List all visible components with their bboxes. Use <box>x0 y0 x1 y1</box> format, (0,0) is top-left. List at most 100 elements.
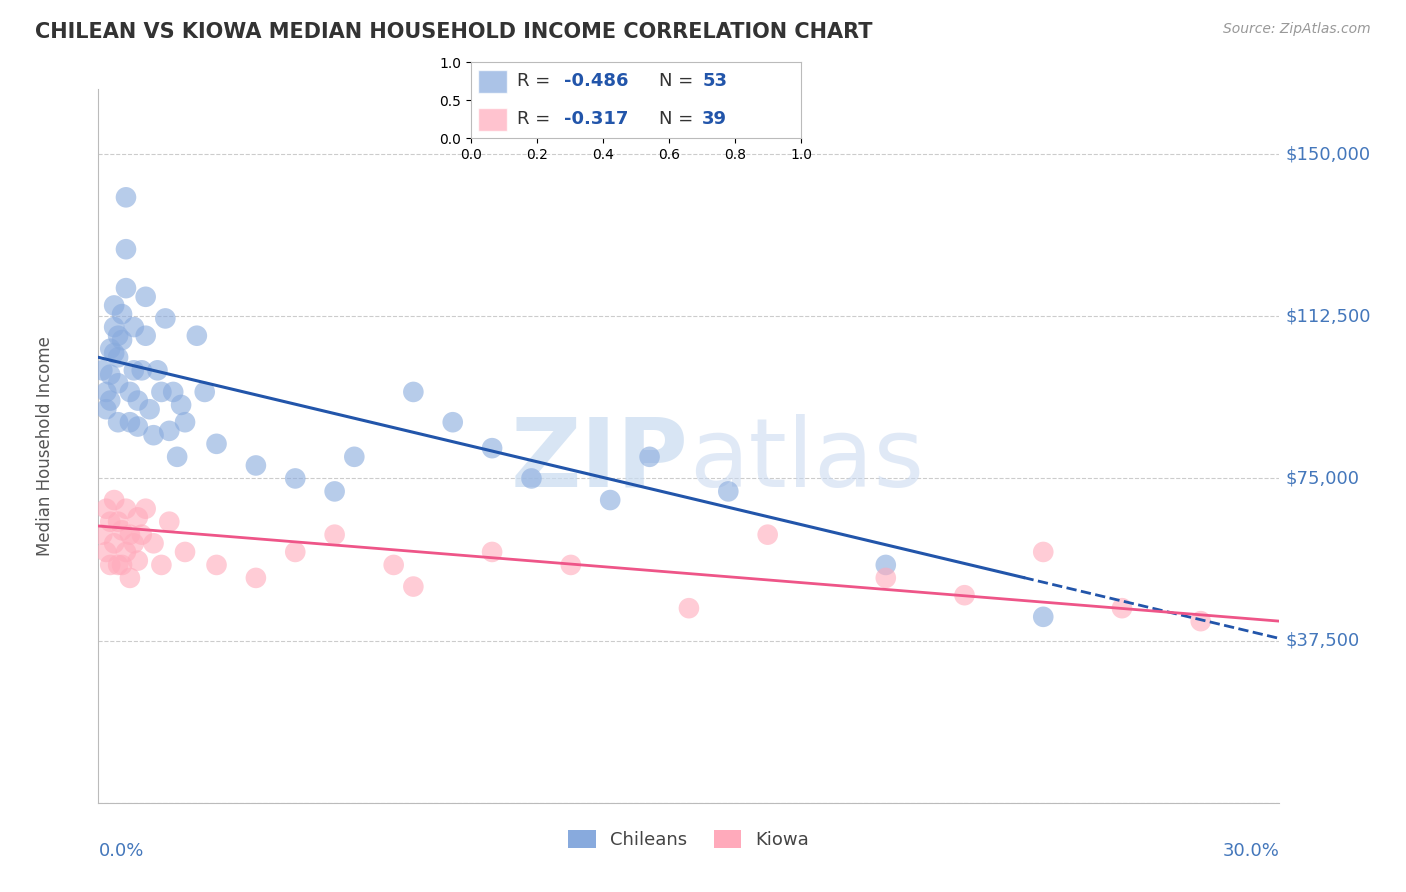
Point <box>111 333 134 347</box>
Text: $75,000: $75,000 <box>1285 469 1360 487</box>
Point <box>953 588 976 602</box>
Point <box>135 501 157 516</box>
Point <box>142 536 165 550</box>
Point <box>481 545 503 559</box>
Point <box>481 441 503 455</box>
Point <box>382 558 405 572</box>
Text: $37,500: $37,500 <box>1285 632 1360 649</box>
Point <box>115 242 138 256</box>
Point <box>96 501 118 516</box>
Point <box>103 298 125 312</box>
Point <box>157 515 180 529</box>
Point <box>107 415 129 429</box>
Text: 0.0%: 0.0% <box>98 842 143 860</box>
Point <box>142 428 165 442</box>
Point <box>96 384 118 399</box>
Point <box>138 402 160 417</box>
Text: N =: N = <box>659 111 699 128</box>
Point <box>127 419 149 434</box>
Point <box>98 558 121 572</box>
Point <box>122 363 145 377</box>
Point <box>155 311 177 326</box>
Text: Median Household Income: Median Household Income <box>37 336 55 556</box>
Point <box>107 376 129 391</box>
Point <box>115 501 138 516</box>
Point <box>166 450 188 464</box>
Point <box>135 290 157 304</box>
Point <box>135 328 157 343</box>
Point <box>98 342 121 356</box>
Text: Source: ZipAtlas.com: Source: ZipAtlas.com <box>1223 22 1371 37</box>
Legend: Chileans, Kiowa: Chileans, Kiowa <box>560 821 818 858</box>
Point <box>115 190 138 204</box>
Point <box>111 524 134 538</box>
Point <box>91 527 114 541</box>
Point <box>1111 601 1133 615</box>
Point <box>756 527 779 541</box>
Point <box>111 558 134 572</box>
Text: atlas: atlas <box>689 414 924 507</box>
Point <box>107 515 129 529</box>
Point <box>118 571 141 585</box>
Text: $112,500: $112,500 <box>1285 307 1371 326</box>
Point <box>323 484 346 499</box>
Point <box>98 368 121 382</box>
Point <box>96 545 118 559</box>
Point <box>118 384 141 399</box>
Point <box>107 351 129 365</box>
Point <box>118 415 141 429</box>
Text: R =: R = <box>517 72 557 90</box>
Point <box>122 320 145 334</box>
Point <box>245 571 267 585</box>
Point <box>560 558 582 572</box>
Point <box>162 384 184 399</box>
Point <box>186 328 208 343</box>
Point <box>118 527 141 541</box>
Point <box>343 450 366 464</box>
Point <box>875 571 897 585</box>
Point <box>131 363 153 377</box>
Point <box>174 415 197 429</box>
Point <box>96 402 118 417</box>
Point <box>205 558 228 572</box>
Point <box>127 393 149 408</box>
Point <box>107 328 129 343</box>
Point <box>150 558 173 572</box>
Point <box>1189 614 1212 628</box>
Point <box>170 398 193 412</box>
Point <box>1032 610 1054 624</box>
Point <box>146 363 169 377</box>
Point <box>115 545 138 559</box>
Point <box>717 484 740 499</box>
Point <box>131 527 153 541</box>
Text: N =: N = <box>659 72 699 90</box>
Point <box>638 450 661 464</box>
Point <box>127 510 149 524</box>
Point <box>205 437 228 451</box>
Point <box>323 527 346 541</box>
Point <box>91 363 114 377</box>
Point <box>284 545 307 559</box>
Text: CHILEAN VS KIOWA MEDIAN HOUSEHOLD INCOME CORRELATION CHART: CHILEAN VS KIOWA MEDIAN HOUSEHOLD INCOME… <box>35 22 873 42</box>
FancyBboxPatch shape <box>478 108 508 130</box>
Point <box>122 536 145 550</box>
Point <box>115 281 138 295</box>
Text: ZIP: ZIP <box>510 414 689 507</box>
Point <box>284 471 307 485</box>
Point <box>599 493 621 508</box>
Point <box>103 320 125 334</box>
Text: R =: R = <box>517 111 557 128</box>
Point <box>157 424 180 438</box>
Point <box>441 415 464 429</box>
Text: 30.0%: 30.0% <box>1223 842 1279 860</box>
Point <box>98 393 121 408</box>
Point <box>194 384 217 399</box>
Point <box>245 458 267 473</box>
Point <box>103 493 125 508</box>
Point <box>98 515 121 529</box>
Point <box>127 553 149 567</box>
FancyBboxPatch shape <box>478 70 508 93</box>
Text: $150,000: $150,000 <box>1285 145 1371 163</box>
Text: 39: 39 <box>703 111 727 128</box>
Text: -0.317: -0.317 <box>564 111 628 128</box>
